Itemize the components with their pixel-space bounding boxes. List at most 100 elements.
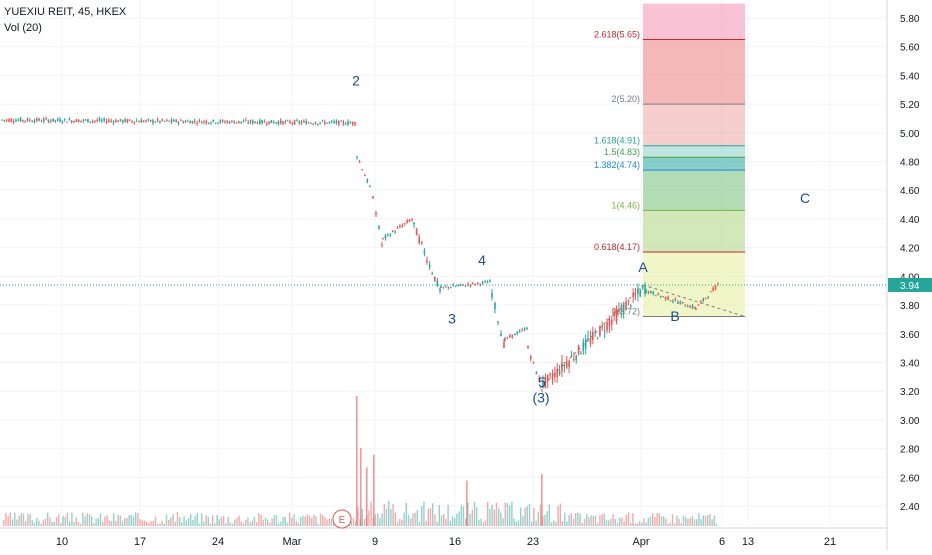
volume-bar bbox=[403, 512, 405, 526]
volume-bar bbox=[271, 518, 273, 526]
volume-bar bbox=[524, 507, 526, 526]
candle-body bbox=[101, 119, 103, 121]
candle-body bbox=[561, 362, 563, 372]
volume-bar bbox=[478, 519, 480, 526]
candle-body bbox=[224, 121, 226, 123]
volume-bar bbox=[183, 516, 185, 526]
volume-bar bbox=[660, 516, 663, 526]
volume-bar bbox=[3, 520, 5, 526]
volume-bar bbox=[583, 518, 586, 526]
candle-body bbox=[549, 373, 551, 376]
candle-body bbox=[629, 305, 632, 307]
volume-bar bbox=[632, 513, 634, 526]
candle-body bbox=[622, 304, 625, 314]
y-tick-label: 4.00 bbox=[900, 272, 920, 283]
volume-bar bbox=[31, 520, 33, 526]
candle-body bbox=[36, 118, 38, 121]
candle-body bbox=[291, 122, 294, 124]
volume-bar bbox=[319, 513, 322, 526]
volume-bar bbox=[102, 522, 104, 526]
candle-body bbox=[133, 121, 136, 123]
volume-bar bbox=[238, 515, 240, 526]
x-tick-label: 6 bbox=[719, 536, 725, 548]
candle-body bbox=[26, 118, 29, 122]
candle-body bbox=[695, 307, 697, 309]
candle-body bbox=[284, 121, 287, 123]
candle-body bbox=[170, 119, 173, 122]
volume-bar bbox=[176, 512, 179, 526]
candle-body bbox=[563, 364, 566, 367]
volume-bar bbox=[645, 522, 647, 526]
candle-body bbox=[3, 119, 6, 121]
volume-bar bbox=[192, 520, 194, 526]
candle-body bbox=[70, 120, 73, 123]
volume-bar bbox=[449, 520, 451, 526]
candle-body bbox=[344, 123, 347, 125]
volume-bar bbox=[553, 520, 555, 526]
volume-bar bbox=[11, 519, 14, 526]
volume-bar bbox=[412, 513, 414, 526]
candle-body bbox=[436, 280, 439, 287]
candle-body bbox=[272, 121, 275, 124]
x-tick-label: 17 bbox=[134, 536, 146, 548]
volume-bar bbox=[599, 515, 601, 526]
volume-bar bbox=[284, 516, 286, 526]
candle-body bbox=[546, 374, 549, 382]
volume-bar bbox=[396, 521, 399, 526]
y-tick-label: 2.80 bbox=[900, 445, 920, 456]
candle-body bbox=[707, 297, 710, 299]
volume-bar bbox=[293, 514, 295, 526]
candle-body bbox=[161, 119, 164, 121]
candle-body bbox=[186, 120, 189, 122]
candle-body bbox=[474, 283, 477, 285]
volume-bar bbox=[220, 516, 223, 526]
candle-body bbox=[554, 372, 556, 378]
volume-bar bbox=[88, 514, 91, 526]
volume-bar bbox=[267, 519, 269, 526]
candle-body bbox=[298, 121, 301, 123]
volume-bar bbox=[473, 502, 476, 526]
volume-bar bbox=[504, 502, 506, 526]
candle-body bbox=[608, 320, 611, 326]
candle-body bbox=[556, 368, 559, 377]
last-price-badge bbox=[888, 277, 932, 292]
volume-bar bbox=[53, 521, 55, 526]
last-price-label: 3.94 bbox=[900, 281, 920, 292]
candle-body bbox=[603, 330, 606, 332]
volume-bar bbox=[537, 512, 539, 526]
volume-bar bbox=[509, 505, 511, 526]
candle-body bbox=[59, 119, 61, 122]
candle-body bbox=[532, 361, 535, 363]
volume-legend[interactable]: Vol (20) bbox=[4, 22, 42, 34]
volume-bar bbox=[328, 518, 330, 526]
volume-bar bbox=[315, 516, 317, 526]
volume-bar bbox=[137, 512, 139, 526]
fib-band bbox=[643, 3, 745, 40]
volume-bar bbox=[544, 514, 546, 526]
volume-bar bbox=[113, 513, 115, 526]
candle-body bbox=[324, 121, 326, 124]
candle-body bbox=[476, 282, 479, 284]
volume-bar bbox=[542, 515, 544, 526]
candle-body bbox=[613, 311, 615, 316]
candle-body bbox=[541, 389, 543, 391]
event-marker bbox=[332, 509, 352, 529]
candle-body bbox=[149, 119, 152, 122]
volume-bar bbox=[20, 513, 22, 526]
symbol-legend[interactable]: YUEXIU REIT, 45, HKEX bbox=[4, 6, 127, 18]
y-tick-label: 3.60 bbox=[900, 330, 920, 341]
volume-bar bbox=[179, 517, 181, 526]
candle-body bbox=[372, 195, 374, 199]
volume-bar bbox=[93, 523, 95, 526]
volume-bar bbox=[489, 508, 491, 526]
volume-bar bbox=[392, 504, 394, 526]
candle-body bbox=[516, 332, 519, 335]
volume-bar bbox=[143, 520, 146, 526]
candle-body bbox=[226, 121, 229, 123]
candle-body bbox=[717, 284, 719, 286]
candle-body bbox=[655, 295, 657, 297]
volume-bar bbox=[361, 509, 363, 526]
candle-body bbox=[650, 290, 652, 294]
